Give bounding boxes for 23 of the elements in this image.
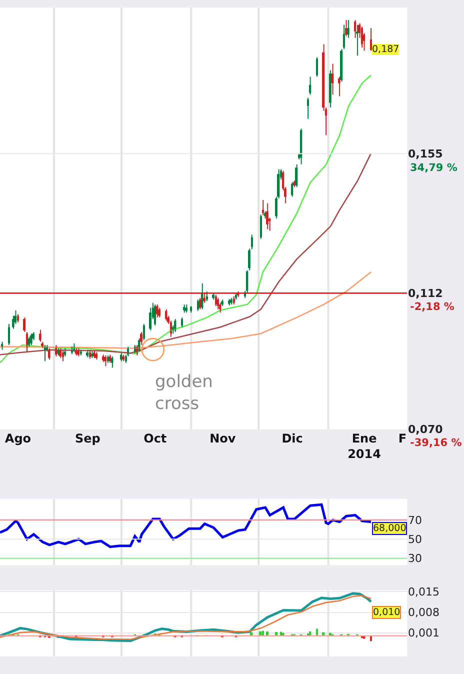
text: 34,79 % — [410, 162, 458, 174]
y-tick-label: 0,015 — [408, 586, 440, 599]
x-tick-label: Ago — [4, 431, 32, 446]
x-tick-label: Dic — [282, 431, 303, 446]
y-tick-label: 0,008 — [408, 606, 440, 620]
annotation: golden cross — [155, 372, 213, 414]
text: -39,16 % — [410, 437, 462, 449]
y-tick-label: 0,070 — [408, 423, 444, 436]
text: -2,18 % — [410, 301, 455, 313]
x-tick-label: Oct — [144, 431, 167, 446]
y-tick-label: 0,155 — [408, 147, 443, 160]
y-tick-label: 0,001 — [408, 626, 440, 640]
x-tick-label: Ene 2014 — [348, 431, 381, 461]
x-tick-label: Nov — [210, 431, 236, 446]
x-tick-label: Sep — [75, 431, 101, 446]
y-tick-label: 30 — [408, 552, 422, 566]
y-tick-label: 70 — [408, 514, 422, 527]
annotation: 0,010 — [373, 607, 400, 618]
x-tick-label: F — [398, 431, 407, 446]
y-tick-label: 50 — [408, 533, 422, 546]
y-tick-label: 0,112 — [408, 286, 443, 300]
annotation: 0,187 — [372, 44, 400, 55]
annotation: 68,000 — [373, 523, 406, 534]
